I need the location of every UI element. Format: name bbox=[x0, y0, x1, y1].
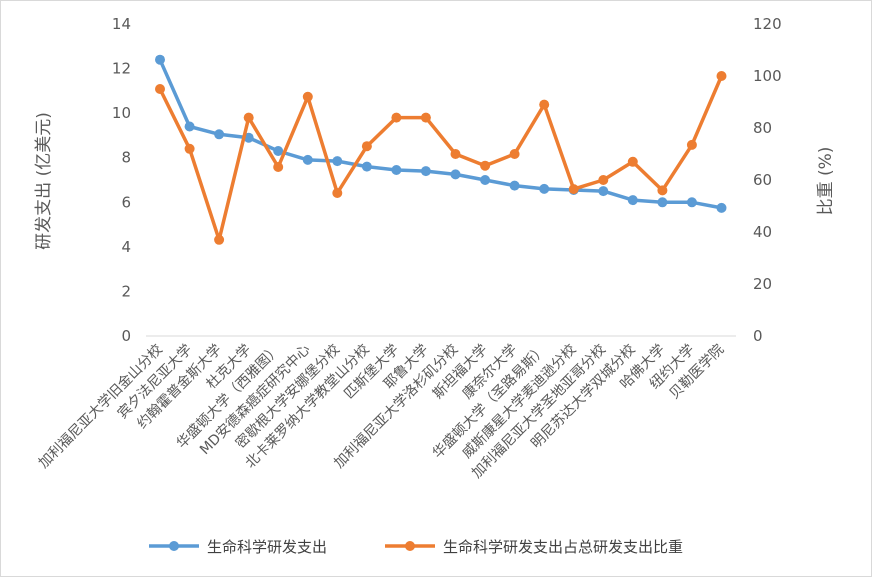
series-2-point bbox=[716, 71, 727, 81]
series-2-point bbox=[480, 160, 491, 171]
legend-label-series-2: 生命科学研发支出占总研发支出比重 bbox=[443, 538, 683, 556]
series-1-point bbox=[391, 165, 402, 175]
series-2-point bbox=[539, 99, 550, 110]
series-1-point bbox=[450, 169, 461, 180]
series-2-point bbox=[184, 143, 195, 154]
series-1-point bbox=[716, 202, 727, 213]
left-tick-label: 2 bbox=[121, 282, 131, 300]
series-1-point bbox=[214, 129, 225, 140]
left-tick-label: 0 bbox=[121, 327, 131, 345]
legend-label-series-1: 生命科学研发支出 bbox=[207, 538, 327, 556]
series-1-point bbox=[539, 183, 550, 194]
left-tick-label: 10 bbox=[112, 104, 131, 122]
left-axis-ticks: 0 2 4 6 8 10 12 14 bbox=[112, 15, 131, 345]
series-1-point bbox=[627, 195, 638, 206]
series-2-point bbox=[657, 185, 668, 196]
series-1-point bbox=[686, 197, 697, 208]
right-tick-label: 0 bbox=[753, 327, 763, 345]
series-2-point bbox=[302, 91, 313, 102]
series-1-point bbox=[361, 161, 372, 172]
right-tick-label: 20 bbox=[753, 275, 772, 293]
series-2-point bbox=[332, 188, 343, 198]
category-label: 加利福尼亚大学旧金山分校 bbox=[35, 341, 166, 472]
series-1-point bbox=[480, 175, 491, 185]
series-2-point bbox=[627, 156, 638, 167]
series-1-point bbox=[509, 180, 520, 191]
series-2-point bbox=[420, 112, 431, 123]
series-2-point bbox=[509, 149, 520, 159]
series-layer bbox=[155, 54, 727, 245]
series-2-point bbox=[214, 234, 225, 245]
y-axis-title: 研发支出 (亿美元) bbox=[34, 112, 54, 250]
right-tick-label: 100 bbox=[753, 67, 782, 85]
category-labels: 加利福尼亚大学旧金山分校宾夕法尼亚大学约翰霍普金斯大学杜克大学华盛顿大学（西雅图… bbox=[35, 341, 727, 482]
series-1-point bbox=[598, 186, 609, 197]
series-2-point bbox=[361, 141, 372, 152]
series-1-point bbox=[184, 121, 195, 132]
left-tick-label: 14 bbox=[112, 15, 131, 33]
right-tick-label: 120 bbox=[753, 15, 782, 33]
series-1-point bbox=[657, 197, 668, 208]
legend-marker-series-2 bbox=[405, 541, 415, 551]
series-2-point bbox=[598, 175, 609, 185]
series-2-point bbox=[273, 162, 284, 172]
legend-marker-series-1 bbox=[169, 541, 179, 551]
left-tick-label: 6 bbox=[121, 193, 131, 211]
series-2-point bbox=[391, 112, 402, 123]
series-1-point bbox=[420, 166, 431, 177]
legend-item-series-1: 生命科学研发支出 bbox=[149, 538, 327, 556]
series-1-point bbox=[302, 154, 313, 165]
series-2-point bbox=[568, 184, 579, 195]
left-tick-label: 8 bbox=[121, 149, 131, 167]
legend: 生命科学研发支出 生命科学研发支出占总研发支出比重 bbox=[149, 538, 683, 556]
series-line-1 bbox=[158, 57, 724, 210]
series-1-point bbox=[155, 54, 165, 65]
series-line-2 bbox=[158, 74, 724, 242]
legend-item-series-2: 生命科学研发支出占总研发支出比重 bbox=[385, 538, 683, 556]
series-1-point bbox=[332, 156, 343, 167]
left-tick-label: 4 bbox=[121, 238, 131, 256]
series-2-point bbox=[450, 149, 461, 159]
series-1-point bbox=[273, 146, 284, 156]
right-tick-label: 60 bbox=[753, 171, 772, 189]
y2-axis-title: 比重 (%) bbox=[816, 147, 836, 216]
right-tick-label: 40 bbox=[753, 223, 772, 241]
series-2-point bbox=[243, 112, 254, 123]
right-axis-ticks: 0 20 40 60 80 100 120 bbox=[753, 15, 782, 345]
series-2-point bbox=[155, 84, 165, 94]
right-tick-label: 80 bbox=[753, 119, 772, 137]
left-tick-label: 12 bbox=[112, 60, 131, 78]
series-2-point bbox=[686, 139, 697, 150]
